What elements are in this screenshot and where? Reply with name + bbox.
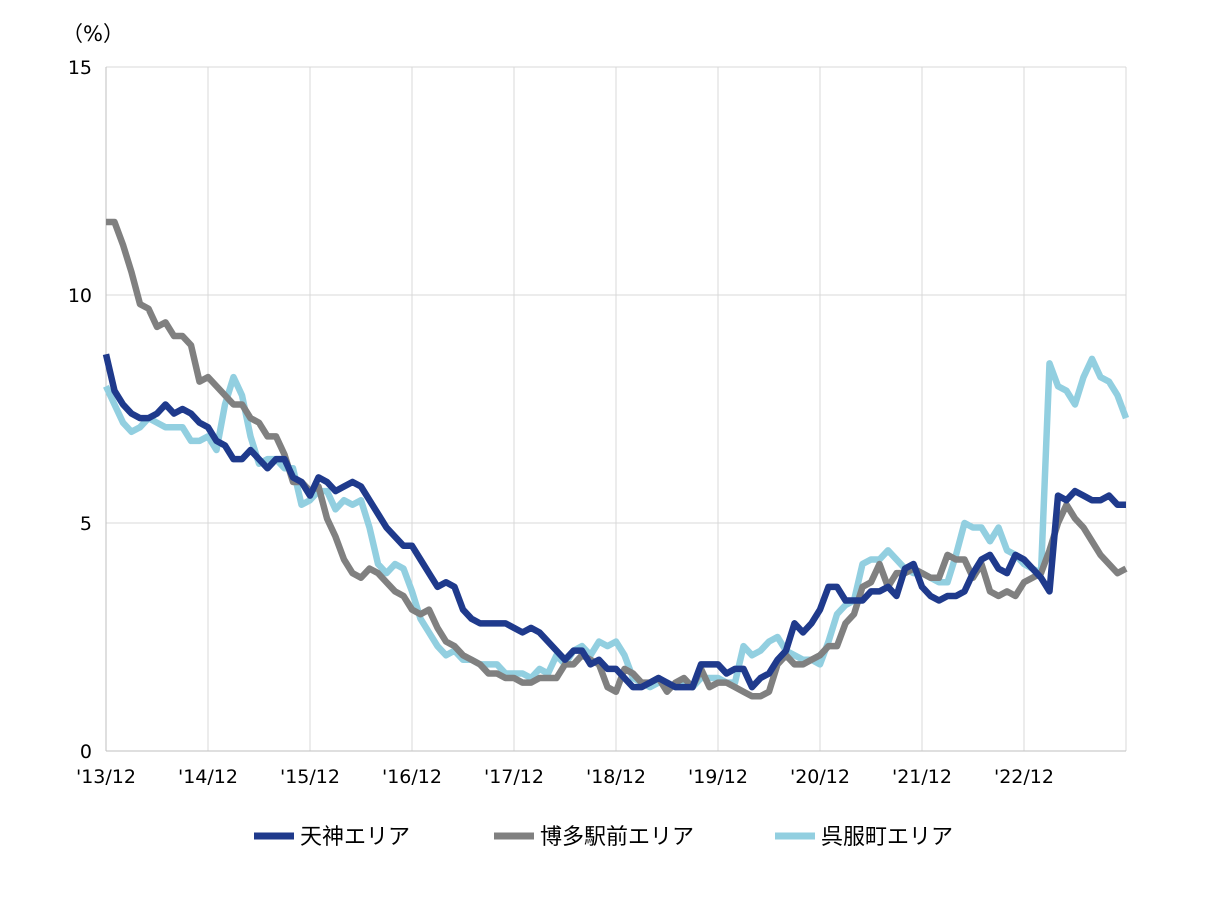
x-tick-label: '17/12: [484, 766, 544, 788]
x-tick-label: '21/12: [892, 766, 952, 788]
legend: 天神エリア 博多駅前エリア 呉服町エリア: [254, 825, 953, 850]
legend-label: 博多駅前エリア: [540, 825, 694, 850]
x-tick-label: '14/12: [178, 766, 238, 788]
y-axis-unit: （%）: [62, 22, 124, 46]
series-line: [106, 218, 1128, 700]
y-axis-ticks: 0 5 10 15: [68, 57, 92, 763]
x-tick-label: '13/12: [76, 766, 136, 788]
series-line: [102, 353, 1126, 691]
gridlines: [105, 66, 1127, 752]
x-tick-label: '16/12: [382, 766, 442, 788]
legend-label: 天神エリア: [300, 825, 410, 850]
x-tick-label: '15/12: [280, 766, 340, 788]
y-tick-label: 0: [80, 741, 92, 763]
legend-label: 呉服町エリア: [821, 825, 953, 850]
x-tick-label: '20/12: [790, 766, 850, 788]
x-tick-label: '19/12: [688, 766, 748, 788]
x-tick-label: '18/12: [586, 766, 646, 788]
x-tick-label: '22/12: [994, 766, 1054, 788]
x-axis-ticks: '13/12 '14/12 '15/12 '16/12 '17/12 '18/12 '19/…: [76, 766, 1054, 788]
y-tick-label: 10: [68, 285, 92, 307]
series-lines: [102, 218, 1130, 700]
y-tick-label: 15: [68, 57, 92, 79]
y-tick-label: 5: [80, 513, 92, 535]
